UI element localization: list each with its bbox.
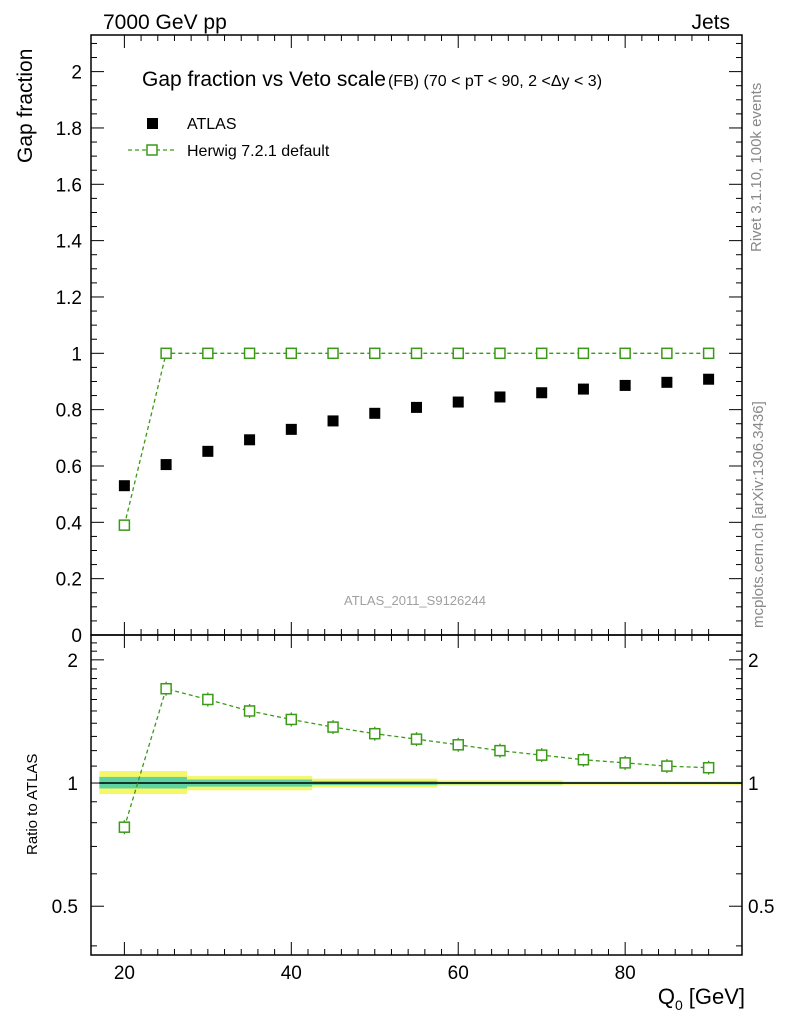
atlas-point [619,379,631,391]
herwig-point [619,347,631,360]
herwig-line [123,352,709,526]
herwig-ratio-point [619,757,631,769]
atlas-point [661,376,673,388]
herwig-point [202,347,214,360]
atlas-point [118,480,130,492]
herwig-point [535,347,548,360]
title-main: Gap fraction vs Veto scale [142,68,386,91]
header-process-label: Jets [691,11,730,34]
herwig-point [410,347,423,360]
atlas-point [536,387,548,399]
x-tick-label: 80 [615,963,636,984]
legend-atlas-marker [147,118,158,129]
herwig-ratio-point [285,713,298,726]
x-axis-label-sub: 0 [675,997,683,1013]
atlas-point [703,373,715,385]
herwig-point [285,347,298,360]
y-tick-label: 1.4 [56,232,83,253]
ratio-y-axis-label: Ratio to ATLAS [24,754,41,855]
herwig-ratio-point [160,682,172,695]
y-tick-label: 0.8 [56,401,82,422]
atlas-point [244,434,256,446]
herwig-point [369,347,381,360]
herwig-ratio-point [202,693,214,706]
rivet-version-label: Rivet 3.1.10, 100k events [748,83,765,252]
x-tick-label: 20 [114,963,135,984]
x-tick-label: 60 [448,963,469,984]
legend-atlas-label: ATLAS [187,116,237,133]
herwig-ratio-point [327,721,339,733]
mcplots-label: mcplots.cern.ch [arXiv:1306.3436] [750,401,767,628]
herwig-ratio-point [661,760,673,772]
herwig-point [577,347,590,360]
herwig-ratio-point [535,749,548,761]
header-energy-label: 7000 GeV pp [103,11,227,34]
y-axis-label: Gap fraction [14,49,37,163]
ratio-tick-label-right: 0.5 [748,897,774,918]
herwig-ratio-point [410,733,423,745]
herwig-point [160,347,172,360]
y-tick-label: 0 [71,626,82,647]
x-axis-label: Q0 [GeV] [658,984,745,1013]
ratio-tick-label-right: 2 [748,651,759,672]
title-sub: (FB) (70 < pT < 90, 2 <Δy < 3) [388,73,602,90]
x-axis-label-unit: [GeV] [689,984,745,1009]
y-tick-label: 1.6 [56,175,82,196]
herwig-ratio-point [452,739,464,751]
y-tick-label: 2 [71,63,82,84]
x-axis-label-main: Q [658,984,675,1009]
atlas-point [369,407,381,419]
atlas-point [285,423,297,435]
legend-herwig-marker [146,144,158,156]
herwig-ratio-point [369,727,381,740]
atlas-point [202,445,214,457]
herwig-ratio-point [494,744,506,757]
herwig-point [494,347,506,360]
legend-herwig-label: Herwig 7.2.1 default [187,143,330,160]
y-tick-label: 0.4 [56,513,83,534]
atlas-point [577,383,589,395]
ratio-tick-label: 2 [67,651,78,672]
herwig-point [243,347,256,360]
plot-title: Gap fraction vs Veto scale (FB) (70 < pT … [142,68,602,91]
herwig-point [118,519,131,531]
atlas-point [452,396,464,408]
atlas-point [160,459,172,471]
y-tick-label: 1.2 [56,288,82,309]
y-tick-label: 1 [71,344,82,365]
atlas-point [411,401,422,413]
atlas-point [494,391,506,403]
atlas-point [327,415,339,427]
y-tick-label: 0.6 [56,457,82,478]
herwig-ratio-point [243,705,256,717]
ratio-tick-label-right: 1 [748,774,759,795]
y-tick-label: 0.2 [56,570,82,591]
herwig-point [327,347,339,360]
herwig-point [452,347,464,360]
ratio-tick-label: 0.5 [52,897,78,918]
herwig-point [661,347,673,360]
herwig-ratio-point [118,821,131,833]
ratio-plot-frame [90,634,743,956]
herwig-ratio-point [577,753,590,766]
herwig-ratio-point [702,761,715,774]
y-tick-label: 1.8 [56,119,82,140]
x-tick-label: 40 [281,963,302,984]
ratio-tick-label: 1 [67,774,78,795]
herwig-point [702,347,715,360]
analysis-watermark: ATLAS_2011_S9126244 [344,593,486,608]
